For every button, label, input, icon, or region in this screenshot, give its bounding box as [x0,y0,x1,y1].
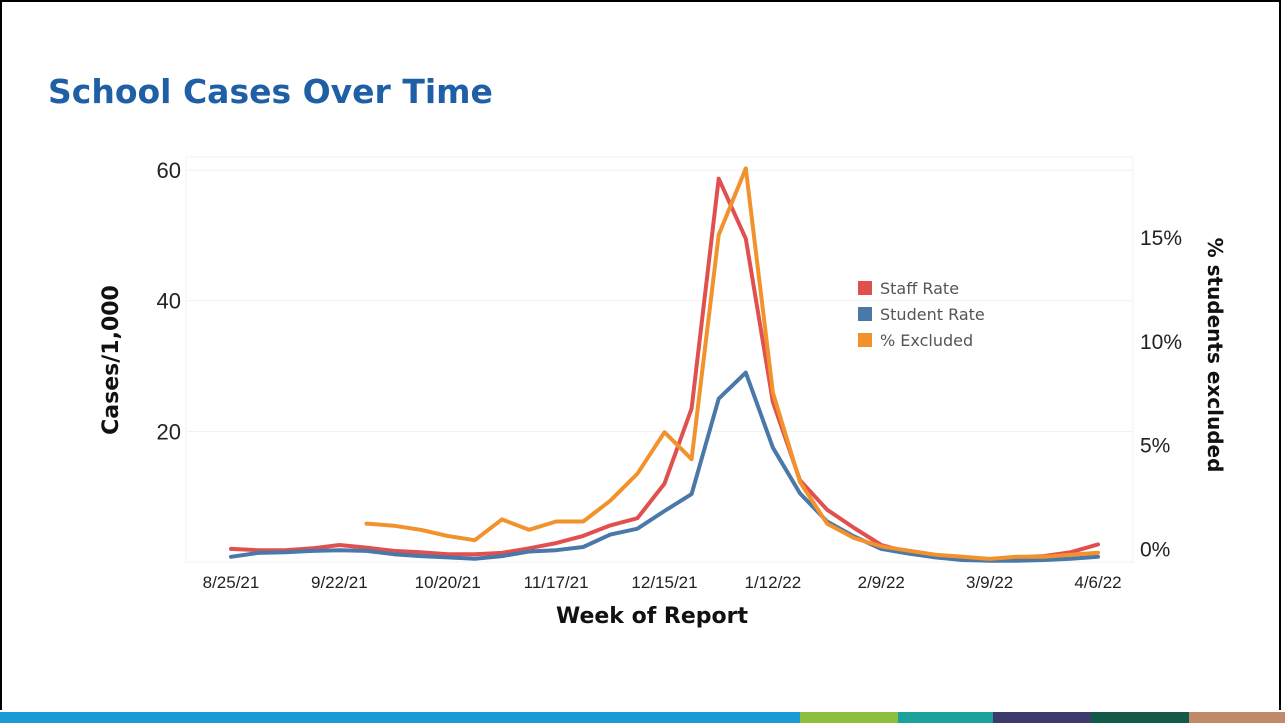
bottom-bar-segment [800,712,898,723]
legend-swatch [858,307,872,321]
x-tick-label: 4/6/22 [1074,573,1121,592]
bottom-bar-segment [0,712,800,723]
x-tick-label: 8/25/21 [203,573,260,592]
y2-tick-label: 15% [1140,227,1182,250]
y-tick-label: 20 [157,419,181,444]
bottom-bar-segment [898,712,993,723]
x-tick-label: 1/12/22 [745,573,802,592]
y2-tick-label: 10% [1140,331,1182,354]
y2-tick-label: 5% [1140,435,1170,458]
y2-axis-title: % students excluded [1203,238,1227,473]
y2-tick-label: 0% [1140,539,1170,562]
legend-label: % Excluded [880,331,973,350]
x-axis-title: Week of Report [556,604,749,629]
y-tick-label: 40 [157,289,181,314]
legend-label: Student Rate [880,305,985,324]
series-line-student-rate [229,370,1100,563]
x-tick-label: 2/9/22 [858,573,905,592]
x-tick-label: 12/15/21 [631,573,697,592]
x-tick-label: 9/22/21 [311,573,368,592]
bottom-bar-segment [1189,712,1285,723]
legend-swatch [858,281,872,295]
x-tick-label: 11/17/21 [524,573,589,592]
y-tick-label: 60 [157,158,181,183]
bottom-color-bar [0,712,1285,723]
x-tick-label: 10/20/21 [415,573,481,592]
series-line-excluded [364,166,1100,561]
series-line-staff-rate [229,176,1100,562]
bottom-bar-segment [993,712,1091,723]
legend-swatch [858,333,872,347]
slide-frame [0,0,1281,710]
y-axis-title: Cases/1,000 [99,285,124,435]
bottom-bar-segment [1091,712,1189,723]
plot-area [185,156,1134,563]
slide-title: School Cases Over Time [48,72,493,111]
legend-label: Staff Rate [880,279,959,298]
x-tick-label: 3/9/22 [966,573,1013,592]
